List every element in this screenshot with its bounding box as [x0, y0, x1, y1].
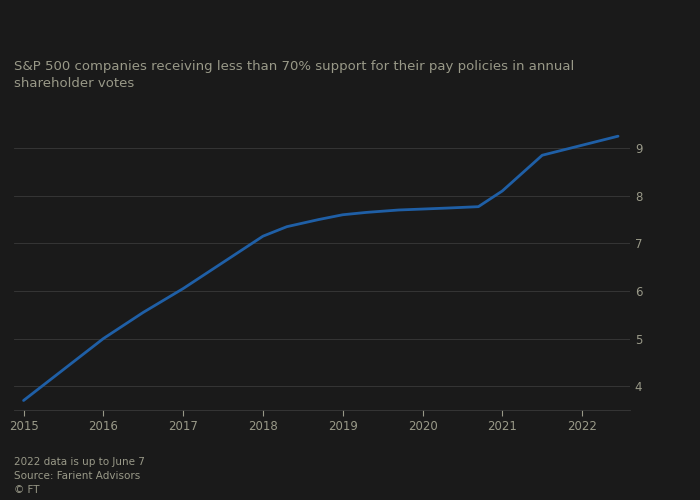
- Text: S&P 500 companies receiving less than 70% support for their pay policies in annu: S&P 500 companies receiving less than 70…: [14, 60, 574, 90]
- Text: 2022 data is up to June 7
Source: Farient Advisors
© FT: 2022 data is up to June 7 Source: Farien…: [14, 457, 145, 495]
